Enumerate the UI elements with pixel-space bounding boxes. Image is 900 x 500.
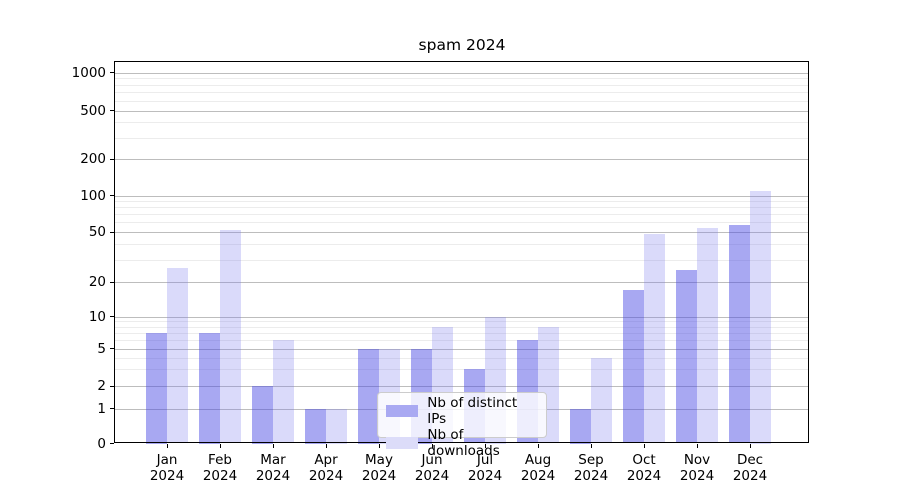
y-tick-label: 100	[80, 187, 106, 204]
y-axis-tick	[110, 231, 114, 233]
minor-gridline	[115, 100, 809, 102]
bar-distinct-ips-oct	[623, 290, 644, 444]
y-tick-label: 10	[88, 308, 106, 325]
chart-title: spam 2024	[418, 36, 506, 54]
x-axis-tick	[538, 444, 539, 448]
minor-gridline	[115, 326, 809, 328]
bar-distinct-ips-apr	[305, 408, 326, 444]
x-axis-tick	[432, 444, 433, 448]
x-tick-label: Mar 2024	[255, 452, 291, 484]
y-tick-label: 0	[97, 435, 106, 452]
bar-distinct-ips-may	[358, 348, 379, 444]
y-axis-tick	[110, 348, 114, 349]
x-axis-tick	[220, 444, 221, 448]
y-tick-label: 1	[97, 400, 106, 417]
major-gridline	[115, 232, 809, 233]
x-axis-tick	[273, 444, 274, 448]
x-tick-label: Apr 2024	[308, 452, 344, 484]
major-gridline	[115, 348, 809, 350]
y-axis-tick	[110, 158, 114, 160]
minor-gridline	[115, 78, 809, 80]
x-tick-label: Jan 2024	[149, 452, 185, 484]
legend: Nb of distinct IPs Nb of downloads	[377, 392, 547, 459]
y-axis-tick	[110, 443, 114, 444]
minor-gridline	[115, 333, 809, 334]
minor-gridline	[115, 340, 809, 342]
x-axis-tick	[591, 444, 592, 448]
legend-label-downloads: Nb of downloads	[427, 427, 500, 459]
major-gridline	[115, 282, 809, 283]
minor-gridline	[115, 259, 809, 261]
y-tick-label: 1000	[71, 64, 106, 81]
y-axis-tick	[110, 110, 114, 111]
major-gridline	[115, 110, 809, 112]
x-tick-label: Jul 2024	[467, 452, 503, 484]
y-tick-label: 5	[97, 340, 106, 357]
minor-gridline	[115, 122, 809, 124]
x-tick-label: Jun 2024	[414, 452, 450, 484]
y-tick-label: 20	[88, 274, 106, 290]
bar-downloads-sep	[591, 357, 612, 444]
bar-distinct-ips-jan	[146, 333, 167, 444]
legend-entry-downloads: Nb of downloads	[386, 427, 538, 459]
bar-distinct-ips-mar	[252, 386, 273, 444]
minor-gridline	[115, 214, 809, 216]
bar-downloads-jan	[167, 267, 188, 444]
minor-gridline	[115, 321, 809, 323]
bar-distinct-ips-sep	[570, 408, 591, 444]
bar-downloads-mar	[273, 340, 294, 444]
x-axis-tick	[644, 444, 645, 448]
x-tick-label: Nov 2024	[679, 452, 715, 484]
bar-distinct-ips-dec	[729, 225, 750, 444]
x-tick-label: Aug 2024	[520, 452, 556, 484]
minor-gridline	[115, 244, 809, 246]
minor-gridline	[115, 92, 809, 94]
major-gridline	[115, 195, 809, 197]
bar-downloads-nov	[697, 227, 718, 444]
y-axis-tick	[110, 72, 114, 73]
x-tick-label: Feb 2024	[202, 452, 238, 484]
legend-label-distinct-ips: Nb of distinct IPs	[427, 395, 518, 427]
y-tick-label: 2	[97, 378, 106, 394]
minor-gridline	[115, 222, 809, 224]
minor-gridline	[115, 357, 809, 359]
bar-downloads-dec	[750, 190, 771, 444]
legend-entry-distinct-ips: Nb of distinct IPs	[386, 395, 538, 427]
minor-gridline	[115, 84, 809, 86]
y-tick-label: 50	[88, 224, 106, 240]
x-tick-label: Oct 2024	[626, 452, 662, 484]
x-tick-label: May 2024	[361, 452, 397, 484]
major-gridline	[115, 316, 809, 318]
y-tick-label: 200	[80, 151, 106, 167]
x-tick-label: Sep 2024	[573, 452, 609, 484]
major-gridline	[115, 386, 809, 387]
bar-downloads-apr	[326, 408, 347, 444]
minor-gridline	[115, 369, 809, 371]
minor-gridline	[115, 137, 809, 139]
x-axis-tick	[326, 444, 327, 448]
x-axis-tick	[167, 444, 168, 448]
legend-swatch-distinct-ips	[386, 405, 419, 417]
y-axis-tick	[110, 316, 114, 317]
x-axis-tick	[485, 444, 486, 448]
x-tick-label: Dec 2024	[732, 452, 768, 484]
y-tick-label: 500	[80, 102, 106, 119]
major-gridline	[115, 159, 809, 160]
bar-downloads-feb	[220, 229, 241, 444]
legend-swatch-downloads	[386, 437, 419, 449]
x-axis-tick	[750, 444, 751, 448]
y-axis-tick	[110, 385, 114, 387]
x-axis-tick	[379, 444, 380, 448]
y-axis-tick	[110, 195, 114, 196]
bar-downloads-oct	[644, 234, 665, 444]
y-axis-tick	[110, 281, 114, 283]
y-axis-tick	[110, 408, 114, 409]
minor-gridline	[115, 201, 809, 202]
bar-distinct-ips-nov	[676, 269, 697, 444]
major-gridline	[115, 72, 809, 74]
x-axis-tick	[697, 444, 698, 448]
minor-gridline	[115, 207, 809, 209]
bar-distinct-ips-feb	[199, 333, 220, 444]
